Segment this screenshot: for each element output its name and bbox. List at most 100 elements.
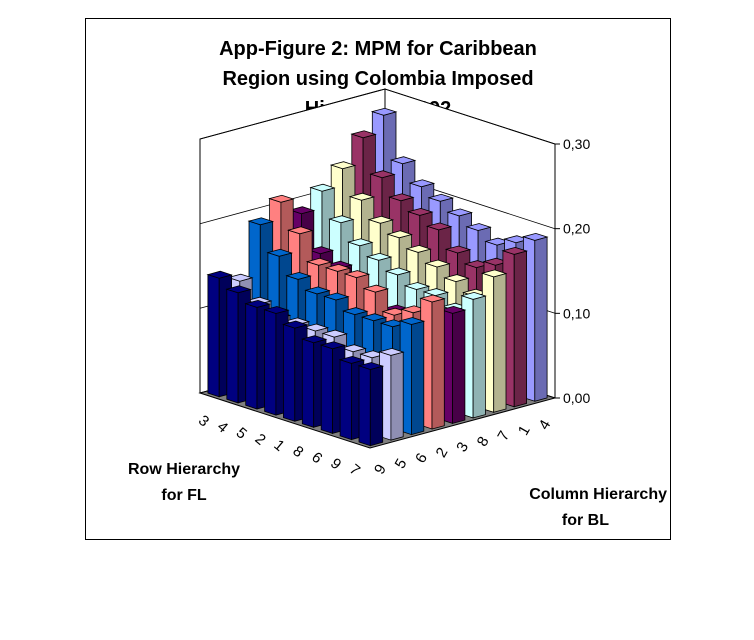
column-category-label: 5: [392, 456, 411, 472]
row-category-label: 5: [233, 424, 250, 442]
column-category-label: 7: [494, 428, 513, 444]
bar-top: [388, 193, 415, 202]
bar-top: [319, 341, 347, 350]
row-category-label: 4: [214, 418, 231, 436]
bar-top: [405, 244, 432, 253]
chart-area: [85, 18, 671, 540]
bar-side-face: [410, 320, 425, 436]
bar-side-face: [431, 298, 445, 430]
bar-top: [384, 267, 412, 276]
bar-top: [305, 257, 333, 266]
title-line-2: Region using Colombia Imposed: [222, 68, 534, 90]
bar-side-face: [534, 236, 548, 402]
bar-top: [263, 306, 290, 314]
bar-side-face: [493, 272, 507, 413]
bar-top: [443, 274, 470, 283]
bar-top: [206, 270, 234, 279]
bar-front-face: [226, 288, 239, 404]
bar-side-face: [390, 351, 404, 441]
bar-front-face: [339, 359, 352, 441]
column-category-label: 9: [371, 461, 390, 477]
bar-top: [408, 179, 436, 188]
bar-top: [309, 183, 336, 192]
bar-top: [357, 362, 385, 370]
bar-top: [362, 284, 390, 293]
bar-top: [285, 271, 312, 280]
bar-top: [323, 292, 350, 301]
z-tick-label: 0,00: [563, 390, 590, 406]
bar-top: [268, 194, 295, 203]
bar-front-face: [358, 365, 371, 447]
bar-top: [360, 313, 388, 322]
bar-top: [444, 245, 472, 254]
column-category-label: 3: [453, 439, 472, 455]
bar-top: [304, 286, 331, 295]
bar-top: [341, 307, 369, 316]
bar-top: [398, 317, 426, 325]
bar-top: [521, 232, 549, 241]
column-category-label: 2: [433, 445, 452, 461]
bar-top: [328, 215, 355, 224]
bar-top: [281, 320, 309, 329]
bar-top: [446, 208, 474, 217]
bar-top: [427, 193, 455, 202]
title-line-1: App-Figure 2: MPM for Caribbean: [219, 38, 537, 60]
bar-top: [386, 230, 414, 239]
row-category-label: 3: [195, 412, 212, 430]
bar-side-face: [513, 250, 527, 408]
bar-top: [329, 161, 357, 170]
bar-side-face: [472, 295, 486, 419]
bar-top: [302, 323, 330, 332]
bar-top: [422, 288, 450, 297]
column-category-label: 6: [412, 450, 431, 466]
z-tick-label: 0,30: [563, 136, 590, 152]
bar-top: [480, 269, 508, 278]
bar-front-face: [207, 274, 220, 398]
column-axis-title-line-2: for BL: [561, 512, 609, 529]
bar-top: [465, 223, 492, 231]
bar-top: [501, 246, 529, 255]
bar-top: [350, 130, 377, 139]
bar-front-face: [282, 323, 296, 422]
gridline: [199, 88, 556, 145]
row-category-label: 6: [308, 449, 325, 467]
column-category-label: 8: [474, 434, 493, 450]
bar-top: [346, 238, 374, 247]
row-axis-title-line-1: Row Hierarchy: [128, 461, 241, 478]
bar-top: [406, 207, 434, 216]
bar-top: [365, 252, 393, 261]
bar-top: [247, 217, 275, 226]
bar-top: [266, 248, 294, 257]
row-category-label: 7: [346, 461, 363, 479]
bar-top: [340, 344, 367, 353]
bar-top: [286, 226, 314, 235]
bar-front-face: [245, 303, 258, 410]
bar-top: [300, 335, 328, 344]
bar-front-face: [320, 344, 334, 434]
bar-top: [226, 273, 254, 282]
bar-top: [460, 291, 487, 300]
bar-top: [288, 206, 316, 215]
bar-top: [338, 355, 366, 364]
z-tick-label: 0,10: [563, 305, 590, 321]
bar-front-face: [301, 338, 315, 428]
bar-top: [389, 156, 417, 165]
row-category-label: 1: [270, 437, 287, 455]
row-category-label: 8: [289, 443, 306, 461]
row-axis-title: Row Hierarchy for FL: [128, 457, 240, 509]
z-tick-label: 0,20: [563, 221, 590, 237]
bar-top: [367, 215, 395, 224]
bar-side-face: [369, 365, 384, 447]
bar-top: [324, 263, 352, 272]
bar-top: [244, 299, 271, 308]
bar-front-face: [264, 309, 277, 416]
bar-top: [307, 246, 335, 255]
column-category-label: 1: [515, 423, 534, 439]
bar-top: [321, 329, 349, 338]
row-category-label: 2: [252, 430, 269, 448]
bar-top: [424, 259, 451, 268]
bar-top: [370, 107, 398, 116]
bar-top: [378, 347, 405, 356]
bar-top: [369, 170, 396, 179]
column-category-label: 4: [535, 417, 554, 433]
